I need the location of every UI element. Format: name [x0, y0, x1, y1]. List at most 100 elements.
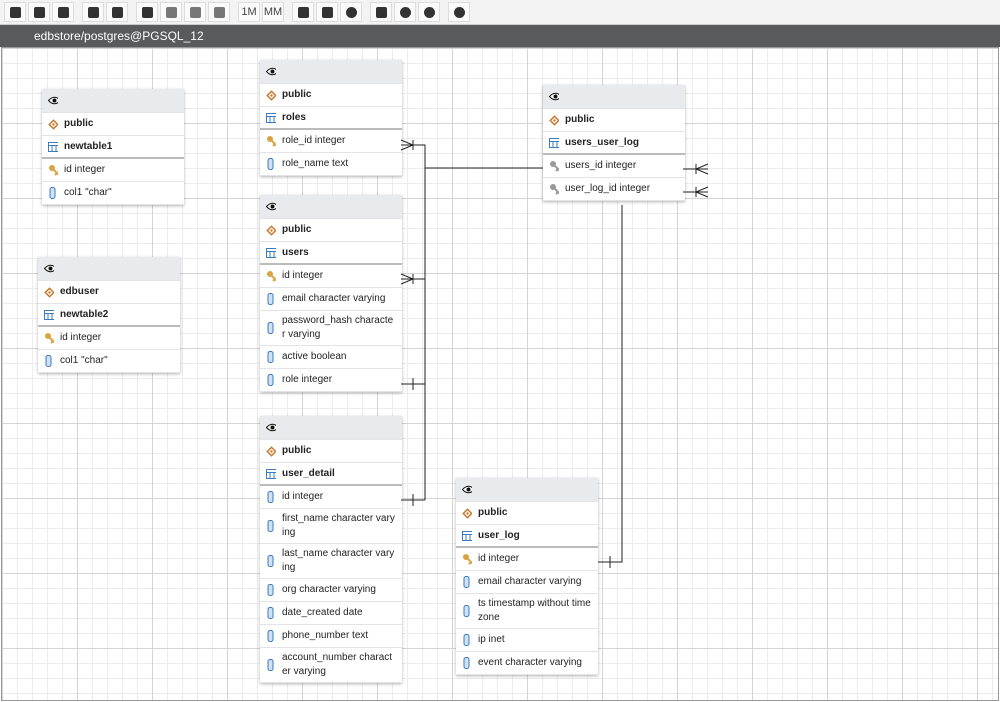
icon — [48, 96, 58, 105]
column-name: col1 "char" — [64, 187, 112, 198]
clone-button[interactable] — [184, 2, 206, 22]
icon — [44, 309, 54, 320]
schema-name: public — [565, 114, 595, 125]
table-node[interactable]: public roles role_id integer role_name text — [260, 60, 402, 176]
column-name: last_name character varying — [282, 548, 395, 573]
link — [683, 186, 709, 198]
open-button[interactable] — [4, 2, 26, 22]
column-row: id integer — [260, 486, 402, 509]
icon — [266, 659, 276, 671]
icon — [266, 584, 276, 596]
column-row: event character varying — [456, 652, 598, 675]
table-name-row: users — [260, 242, 402, 265]
column-name: col1 "char" — [60, 355, 108, 366]
column-name: role_name text — [282, 158, 349, 169]
column-row: first_name character varying — [260, 509, 402, 544]
auto-align-button[interactable] — [316, 2, 338, 22]
icon — [266, 224, 276, 236]
column-row: account_number character varying — [260, 648, 402, 683]
help-button[interactable] — [448, 2, 470, 22]
icon — [44, 332, 54, 344]
link — [400, 273, 425, 285]
table-name-row: newtable1 — [42, 136, 184, 159]
table-name: roles — [282, 111, 306, 123]
icon — [266, 555, 276, 567]
column-name: password_hash character varying — [282, 315, 394, 340]
column-name: event character varying — [478, 657, 582, 668]
column-name: role_id integer — [282, 135, 346, 146]
table-node[interactable]: public users_user_log users_id integer user… — [543, 85, 685, 201]
column-row: id integer — [456, 548, 598, 571]
schema-row: public — [42, 113, 184, 136]
save-as-button[interactable] — [52, 2, 74, 22]
schema-row: edbuser — [38, 281, 180, 304]
column-row: id integer — [42, 159, 184, 182]
table-name-row: roles — [260, 107, 402, 130]
zoom-in-button[interactable] — [394, 2, 416, 22]
schema-name: public — [282, 89, 312, 100]
icon — [48, 141, 58, 152]
schema-name: public — [282, 445, 312, 456]
icon — [266, 607, 276, 619]
column-name: active boolean — [282, 351, 347, 362]
column-name: user_log_id integer — [565, 183, 651, 194]
table-node[interactable]: edbuser newtable2 id integer col1 "char" — [38, 257, 180, 373]
column-name: phone_number text — [282, 630, 369, 641]
toolbar: 1M MM — [0, 0, 1000, 25]
link — [401, 378, 425, 390]
column-name: ts timestamp without time zone — [478, 598, 591, 623]
icon — [462, 553, 472, 565]
details-button[interactable] — [340, 2, 362, 22]
icon — [549, 92, 559, 101]
column-name: org character varying — [282, 584, 376, 595]
icon — [549, 160, 559, 172]
table-node[interactable]: public users id integer email character var… — [260, 195, 402, 392]
table-node[interactable]: public user_detail id integer first_name ch… — [260, 416, 402, 683]
column-row: date_created date — [260, 602, 402, 625]
table-node[interactable]: public newtable1 id integer col1 "char" — [42, 89, 184, 205]
note-button[interactable] — [292, 2, 314, 22]
column-name: ip inet — [478, 634, 505, 645]
link — [683, 163, 709, 175]
icon — [266, 293, 276, 305]
schema-name: public — [64, 118, 94, 129]
many-to-many-button[interactable]: MM — [262, 2, 284, 22]
sql-button[interactable] — [82, 2, 104, 22]
zoom-fit-button[interactable] — [370, 2, 392, 22]
one-to-many-button[interactable]: 1M — [238, 2, 260, 22]
schema-row: public — [456, 502, 598, 525]
column-row: role_id integer — [260, 130, 402, 153]
icon — [266, 202, 276, 211]
icon — [266, 520, 276, 532]
column-name: id integer — [478, 553, 520, 564]
icon — [549, 183, 559, 195]
icon — [266, 491, 276, 503]
image-button[interactable] — [106, 2, 128, 22]
column-row: id integer — [260, 265, 402, 288]
icon — [266, 630, 276, 642]
icon — [462, 634, 472, 646]
add-table-button[interactable] — [136, 2, 158, 22]
icon — [44, 264, 54, 273]
column-name: id integer — [60, 332, 102, 343]
zoom-out-button[interactable] — [418, 2, 440, 22]
icon — [266, 322, 276, 334]
schema-name: edbuser — [60, 286, 99, 297]
icon — [462, 576, 472, 588]
icon — [266, 112, 276, 123]
table-name: users — [282, 246, 309, 258]
link — [400, 139, 426, 500]
icon — [266, 67, 276, 76]
connection-label: edbstore/postgres@PGSQL_12 — [34, 29, 204, 43]
table-node[interactable]: public user_log id integer email character … — [456, 478, 598, 675]
icon — [44, 355, 54, 367]
column-row: users_id integer — [543, 155, 685, 178]
delete-button[interactable] — [208, 2, 230, 22]
column-row: email character varying — [260, 288, 402, 311]
edit-button[interactable] — [160, 2, 182, 22]
icon — [48, 187, 58, 199]
table-header — [42, 89, 184, 113]
save-button[interactable] — [28, 2, 50, 22]
icon — [266, 247, 276, 258]
